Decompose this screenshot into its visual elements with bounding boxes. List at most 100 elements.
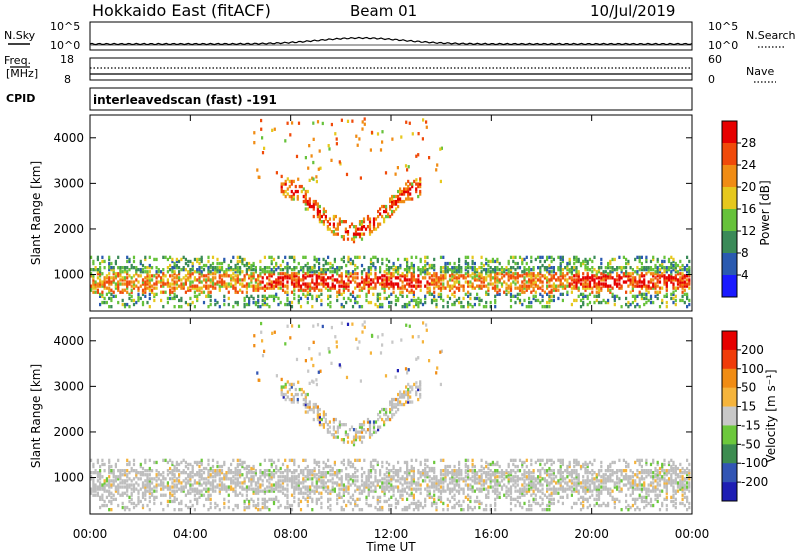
velocity-cell [207,479,209,482]
velocity-cell [361,467,363,470]
power-cell [207,305,209,308]
velocity-cell [460,477,462,480]
velocity-cell [530,494,532,497]
velocity-cell [530,504,532,507]
velocity-cell [92,494,94,497]
power-cell [122,299,124,302]
power-cell [476,297,478,300]
power-cell [325,260,327,263]
velocity-cell [171,500,173,503]
station-title: Hokkaido East (fitACF) [92,1,271,20]
velocity-cell [499,475,501,478]
power-cell [345,270,347,273]
power-cell [316,274,318,277]
velocity-cell [395,485,397,488]
power-cell [548,270,550,273]
power-cell [508,268,510,271]
power-cell [666,293,668,296]
power-cell [616,295,618,298]
power-cell [352,270,354,273]
power-cell [573,262,575,265]
power-cell [311,154,313,157]
velocity-cell [131,498,133,501]
power-cell [325,282,327,285]
velocity-cell [266,473,268,476]
velocity-cell [291,459,293,462]
velocity-cell [347,485,349,488]
velocity-cell [273,469,275,472]
power-cell [167,270,169,273]
power-cell [417,278,419,281]
power-cell [400,135,402,138]
power-cell [335,215,337,218]
power-cell [133,256,135,259]
power-cell [487,260,489,263]
power-cell [341,285,343,288]
power-cell [397,276,399,279]
power-cell [596,282,598,285]
velocity-cell [458,467,460,470]
velocity-cell [478,506,480,509]
velocity-cell [474,500,476,503]
velocity-cell [343,463,345,466]
power-cell [198,258,200,261]
power-cell [593,268,595,271]
power-cell [291,301,293,304]
power-cell [528,266,530,269]
velocity-cell [374,485,376,488]
power-cell [469,285,471,288]
power-cell [216,280,218,283]
velocity-cell [203,488,205,491]
velocity-cell [402,488,404,491]
velocity-cell [508,494,510,497]
power-cell [214,299,216,302]
velocity-cell [413,508,415,511]
power-cell [383,210,385,213]
velocity-cell [519,496,521,499]
power-cell [679,272,681,275]
noise-tick-top-left: 10^5 [50,20,80,33]
velocity-cell [483,508,485,511]
velocity-cell [496,494,498,497]
power-cell [607,285,609,288]
power-cell [351,238,353,241]
power-cell [289,185,291,188]
power-cell [219,305,221,308]
velocity-cell [113,479,115,482]
power-cell [390,301,392,304]
velocity-cell [535,477,537,480]
power-cell [280,280,282,283]
power-cell [643,297,645,300]
power-cell [503,280,505,283]
power-cell [546,266,548,269]
velocity-cell [122,485,124,488]
power-cell [582,260,584,263]
power-cell [223,299,225,302]
power-cell [555,285,557,288]
power-cell [259,280,261,283]
velocity-cell [210,473,212,476]
velocity-cell [165,494,167,497]
power-cell [271,295,273,298]
power-cell [169,256,171,259]
power-cell [201,270,203,273]
power-cell [108,287,110,290]
velocity-cell [399,494,401,497]
velocity-cell [469,469,471,472]
power-cell [650,260,652,263]
power-cell [551,270,553,273]
power-cell [225,282,227,285]
power-cell [165,256,167,259]
power-cell [557,276,559,279]
velocity-cell [542,492,544,495]
power-cell [433,258,435,261]
power-cell [476,285,478,288]
power-cell [214,282,216,285]
velocity-cell [232,459,234,462]
power-cell [359,220,361,223]
velocity-cell [309,469,311,472]
velocity-cell [237,463,239,466]
power-cell [625,280,627,283]
power-cell [442,305,444,308]
power-cell [573,285,575,288]
